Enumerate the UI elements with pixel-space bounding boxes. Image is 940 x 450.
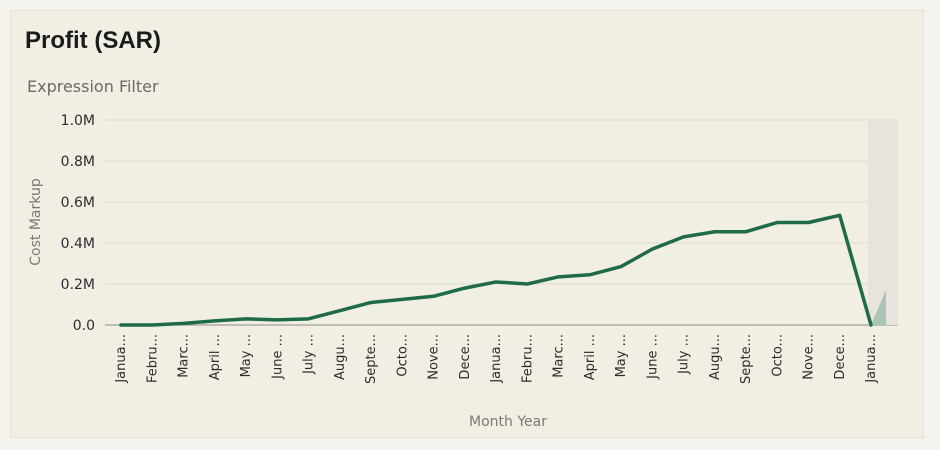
x-tick-label: Nove... <box>427 334 442 380</box>
y-tick-label: 0.0 <box>73 318 95 334</box>
x-axis-title: Month Year <box>469 414 547 430</box>
x-tick-label: Septe... <box>364 334 379 384</box>
data-point[interactable] <box>150 323 154 327</box>
x-tick-label: Janua... <box>489 334 504 384</box>
expression-filter-label[interactable]: Expression Filter <box>27 77 159 96</box>
x-tick-label: Septe... <box>739 334 754 384</box>
x-axis-ticks: Janua... Febru... Marc... April ... May ... J… <box>114 334 879 384</box>
x-tick-label: April ... <box>208 334 223 380</box>
y-axis-title: Cost Markup <box>28 178 44 266</box>
x-tick-label: Marc... <box>552 334 567 378</box>
data-point[interactable] <box>619 265 623 269</box>
data-point[interactable] <box>838 213 842 217</box>
x-tick-label: Dece... <box>833 334 848 380</box>
data-point[interactable] <box>525 282 529 286</box>
data-point[interactable] <box>432 294 435 298</box>
data-point[interactable] <box>369 300 373 304</box>
data-point[interactable] <box>682 235 685 239</box>
y-tick-label: 0.6M <box>61 195 95 211</box>
y-tick-label: 0.4M <box>61 236 95 252</box>
x-tick-label: June ... <box>645 334 660 380</box>
data-point[interactable] <box>775 221 779 224</box>
forecast-area <box>871 290 886 325</box>
x-tick-label: Febru... <box>520 334 535 383</box>
x-tick-label: Octo... <box>395 334 410 377</box>
x-tick-label: Janua... <box>864 334 879 384</box>
data-point[interactable] <box>338 309 342 313</box>
data-point[interactable] <box>650 247 654 251</box>
data-point[interactable] <box>213 319 217 323</box>
data-point[interactable] <box>119 323 123 327</box>
data-point[interactable] <box>713 230 717 234</box>
x-tick-label: July ... <box>677 334 692 375</box>
data-point[interactable] <box>244 317 248 321</box>
grid-lines <box>105 119 898 326</box>
data-point[interactable] <box>557 275 560 279</box>
data-point[interactable] <box>588 273 592 277</box>
forecast-band <box>868 120 898 325</box>
x-tick-label: Marc... <box>177 334 192 378</box>
y-tick-label: 1.0M <box>61 113 95 129</box>
x-tick-label: Octo... <box>770 334 785 377</box>
x-tick-label: Augu... <box>333 334 348 380</box>
x-tick-label: July ... <box>302 334 317 375</box>
data-point[interactable] <box>307 317 310 321</box>
y-tick-label: 0.8M <box>61 154 95 170</box>
x-tick-label: Janua... <box>114 334 129 384</box>
x-tick-label: Febru... <box>145 334 160 383</box>
x-tick-label: April ... <box>583 334 598 380</box>
data-point[interactable] <box>463 286 467 290</box>
x-tick-label: Nove... <box>802 334 817 380</box>
y-axis-ticks: 0.0 0.2M 0.4M 0.6M 0.8M 1.0M <box>61 113 95 334</box>
chart-title: Profit (SAR) <box>25 27 161 54</box>
forecast-band-rect <box>868 120 898 325</box>
data-point[interactable] <box>807 221 810 224</box>
data-point[interactable] <box>744 230 748 234</box>
x-tick-label: May ... <box>614 334 629 377</box>
series-layer <box>119 213 886 327</box>
data-point[interactable] <box>494 280 498 284</box>
data-point[interactable] <box>275 318 279 322</box>
data-point[interactable] <box>869 323 873 327</box>
y-tick-label: 0.2M <box>61 277 95 293</box>
x-tick-label: June ... <box>270 334 285 380</box>
x-tick-label: Augu... <box>708 334 723 380</box>
data-point[interactable] <box>182 321 185 325</box>
series-line <box>119 213 873 327</box>
x-tick-label: May ... <box>239 334 254 377</box>
data-point[interactable] <box>400 297 404 301</box>
x-tick-label: Dece... <box>458 334 473 380</box>
